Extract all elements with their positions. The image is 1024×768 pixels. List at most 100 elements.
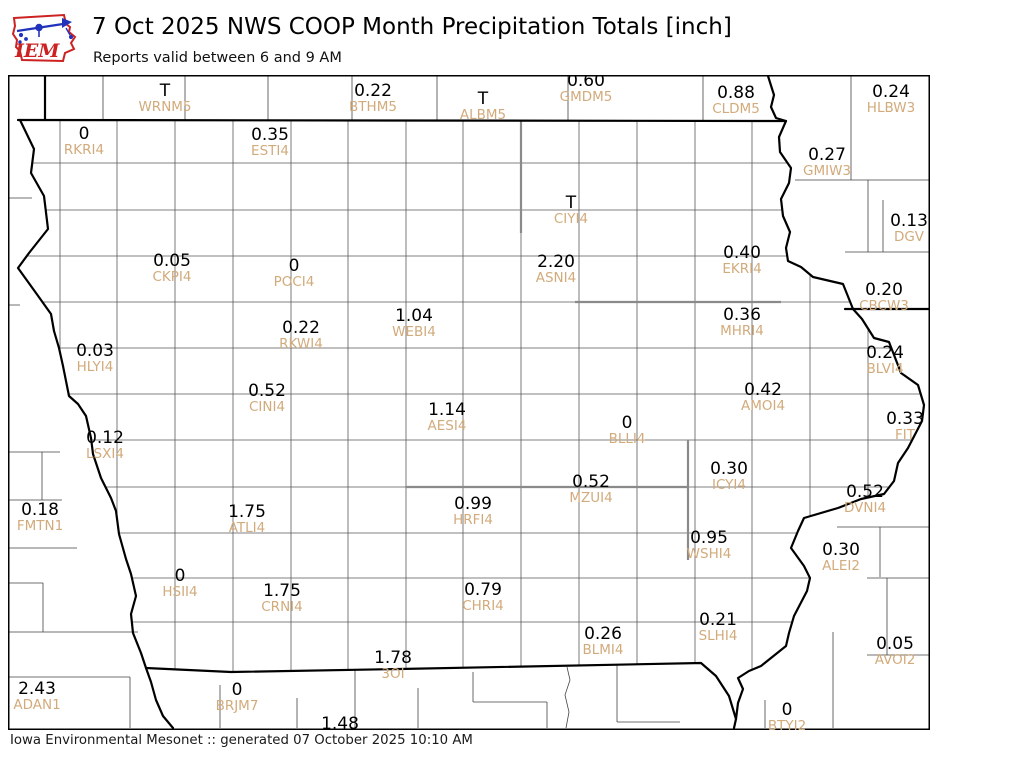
station-value: 0.20 — [865, 280, 903, 300]
station-value: 1.04 — [395, 306, 433, 326]
station-id: BLLI4 — [608, 431, 646, 447]
station-report: 0 BTYI2 — [768, 701, 806, 730]
station-value: 0.13 — [890, 211, 928, 231]
station-id: WRNM5 — [138, 99, 192, 115]
station-value: 0.24 — [872, 82, 910, 102]
station-value: 0.18 — [21, 500, 59, 520]
station-id: FMTN1 — [16, 518, 64, 534]
station-value: 0 — [78, 124, 90, 144]
station-report: 0.36 MHRI4 — [720, 306, 764, 339]
station-id: GMIW3 — [802, 163, 852, 179]
generated-timestamp: Iowa Environmental Mesonet :: generated … — [10, 733, 473, 748]
station-report: 0.24 BLVI4 — [866, 344, 904, 377]
station-report: 0.52 MZUI4 — [569, 473, 612, 506]
station-value: 0 — [231, 680, 243, 700]
station-value: 0.79 — [464, 580, 502, 600]
station-id: WSHI4 — [686, 546, 732, 562]
station-report: 0.95 WSHI4 — [687, 529, 732, 562]
station-value: 0.27 — [808, 145, 846, 165]
station-value: 0.35 — [251, 125, 289, 145]
station-value: 0 — [174, 566, 186, 586]
outstate-lines — [8, 76, 930, 729]
station-id: ESTI4 — [251, 143, 289, 159]
station-id: AVOI2 — [874, 652, 916, 668]
station-id: BTYI2 — [767, 718, 807, 731]
station-value: 0.40 — [723, 243, 761, 263]
station-report: 1.75 ATLI4 — [228, 503, 266, 536]
station-id: CINI4 — [248, 399, 286, 415]
station-report: T CIYI4 — [554, 194, 588, 227]
station-id: CLDM5 — [712, 101, 760, 117]
station-report: 0 BLLI4 — [609, 414, 646, 447]
iowa-map-svg — [8, 75, 930, 730]
station-value: 0.22 — [354, 81, 392, 101]
stations-layer: T WRNM5 0.22 BTHM5 T ALBM5 0.60 GMDM5 0.… — [8, 75, 930, 730]
station-value: 0.52 — [572, 472, 610, 492]
station-report: 0.42 AMOI4 — [741, 381, 785, 414]
station-report: 0.24 HLBW3 — [867, 83, 915, 116]
station-id: BLMI4 — [582, 642, 624, 658]
missouri-river — [16, 118, 175, 730]
station-value: 0.88 — [717, 83, 755, 103]
precipitation-map: T WRNM5 0.22 BTHM5 T ALBM5 0.60 GMDM5 0.… — [8, 75, 930, 730]
station-id: CIYI4 — [553, 211, 589, 227]
station-id: 3OI — [381, 666, 405, 682]
station-report: 1.78 3OI — [374, 649, 412, 682]
page-subtitle: Reports valid between 6 and 9 AM — [93, 50, 342, 66]
station-report: 0.30 ALEI2 — [822, 541, 860, 574]
station-report: 0.99 HRFI4 — [453, 495, 493, 528]
iowa-outline-icon — [11, 13, 77, 63]
station-id: ADAN1 — [13, 697, 61, 713]
station-report: 0.52 CINI4 — [248, 382, 286, 415]
station-id: CKPI4 — [152, 269, 192, 285]
page-title: 7 Oct 2025 NWS COOP Month Precipitation … — [92, 14, 732, 40]
station-id: SLHI4 — [698, 628, 738, 644]
logo-text: IEM — [14, 40, 60, 62]
station-id: RKRI4 — [63, 142, 105, 158]
station-value: 1.14 — [428, 400, 466, 420]
station-value: 0.26 — [584, 624, 622, 644]
station-report: 1.75 CRNI4 — [261, 582, 302, 615]
station-report: 0.88 CLDM5 — [712, 84, 760, 117]
station-report: 0.22 BTHM5 — [349, 82, 397, 115]
iowa-north-border — [16, 118, 788, 123]
station-value: 0.03 — [76, 341, 114, 361]
station-report: T WRNM5 — [138, 82, 191, 115]
station-value: 2.43 — [18, 679, 56, 699]
map-frame — [8, 75, 930, 730]
station-value: T — [159, 81, 171, 101]
station-value: 2.20 — [537, 252, 575, 272]
station-report: 0.52 DVNI4 — [844, 483, 886, 516]
station-id: CBCW3 — [859, 298, 909, 314]
station-report: 0.79 CHRI4 — [462, 581, 504, 614]
station-report: 0.26 BLMI4 — [582, 625, 623, 658]
station-value: 1.48 — [321, 714, 359, 730]
station-value: 0.95 — [690, 528, 728, 548]
station-report: 0.05 AVOI2 — [875, 635, 916, 668]
station-value: 0.36 — [723, 305, 761, 325]
station-value: 0.12 — [86, 428, 124, 448]
station-id: ALBM5 — [459, 107, 507, 123]
station-value: 0.05 — [876, 634, 914, 654]
station-id: AMOI4 — [740, 398, 786, 414]
station-report: 0.21 SLHI4 — [699, 611, 738, 644]
iem-logo: IEM — [11, 13, 77, 63]
station-value: 0.52 — [248, 381, 286, 401]
station-id: FIT — [894, 427, 915, 443]
station-id: CRNI4 — [261, 599, 303, 615]
station-value: 0.33 — [886, 409, 924, 429]
station-value: 0.42 — [744, 380, 782, 400]
station-value: T — [565, 193, 577, 213]
station-report: 0.40 EKRI4 — [722, 244, 761, 277]
station-value: 0.52 — [846, 482, 884, 502]
station-report: 1.48 — [321, 715, 359, 730]
station-value: 0.30 — [822, 540, 860, 560]
station-report: 2.43 ADAN1 — [13, 680, 60, 713]
station-report: 0 HSII4 — [162, 567, 197, 600]
station-report: 0 BRJM7 — [216, 681, 259, 714]
station-report: 0.03 HLYI4 — [76, 342, 114, 375]
station-report: 0.18 FMTN1 — [17, 501, 63, 534]
station-report: 0.60 GMDM5 — [560, 75, 613, 105]
station-id: RKWI4 — [279, 336, 323, 352]
station-id: DVNI4 — [843, 500, 887, 516]
